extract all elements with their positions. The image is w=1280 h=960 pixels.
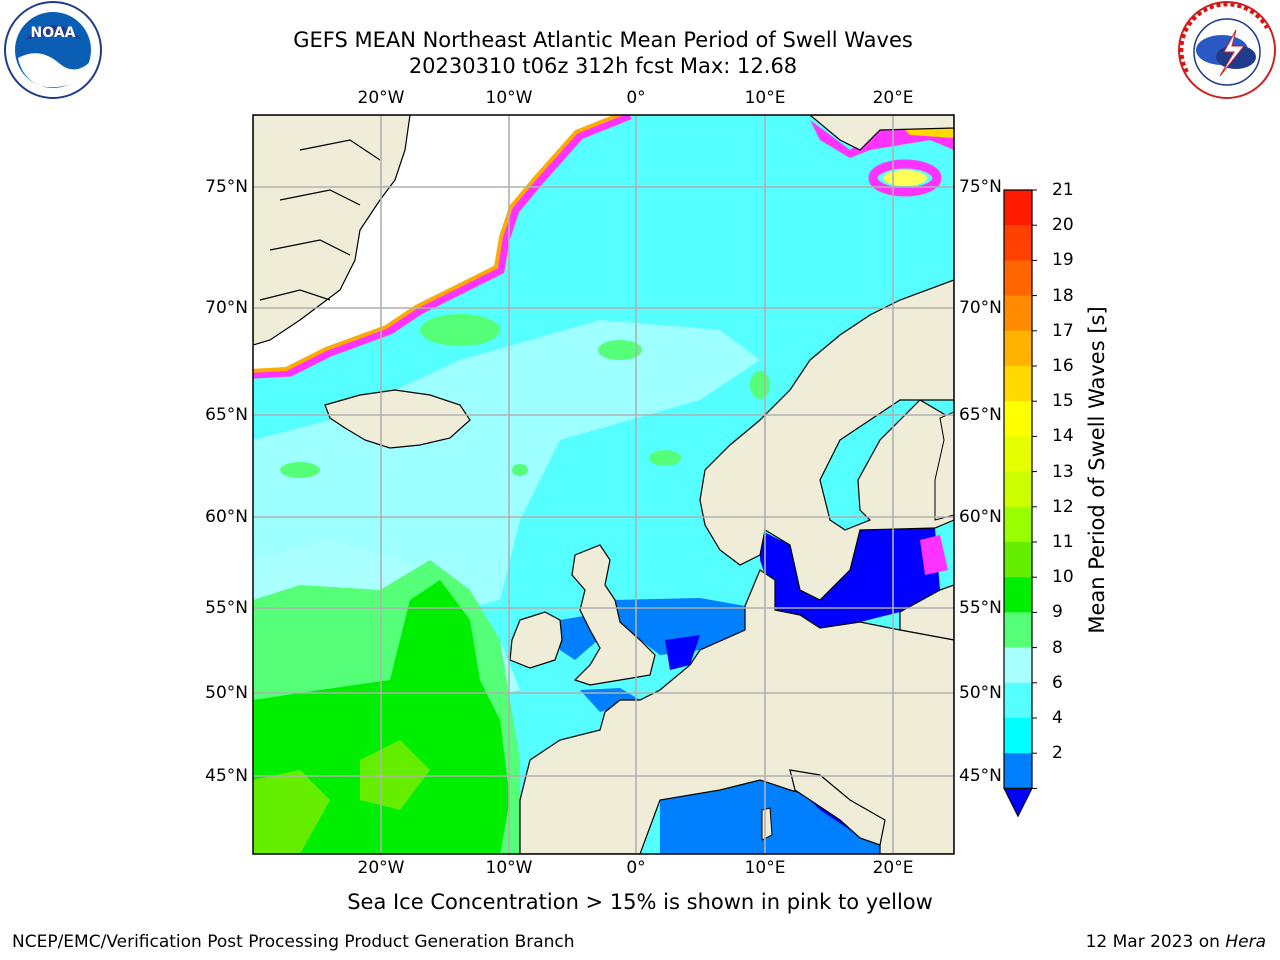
colorbar-tick-label: 20 bbox=[1052, 215, 1074, 236]
colorbar-tick-label: 8 bbox=[1052, 637, 1063, 658]
colorbar bbox=[1003, 189, 1037, 818]
colorbar-segment bbox=[1004, 295, 1032, 332]
lat-label-left-65n: 65°N bbox=[205, 405, 248, 425]
colorbar-segment bbox=[1004, 753, 1032, 789]
colorbar-tick-label: 17 bbox=[1052, 320, 1074, 341]
lon-label-bottom-20w: 20°W bbox=[357, 858, 405, 878]
colorbar-segment bbox=[1004, 647, 1032, 684]
lon-label-top-10w: 10°W bbox=[485, 88, 533, 108]
colorbar-tick-label: 16 bbox=[1052, 356, 1074, 376]
colorbar-segment bbox=[1004, 542, 1032, 578]
lon-label-top-0: 0° bbox=[626, 88, 646, 108]
lat-label-left-70n: 70°N bbox=[205, 298, 248, 318]
lat-label-right-70n: 70°N bbox=[959, 298, 1002, 318]
sea-ice-note: Sea Ice Concentration > 15% is shown in … bbox=[347, 890, 933, 914]
colorbar-segment bbox=[1004, 366, 1032, 402]
lat-label-right-65n: 65°N bbox=[959, 405, 1002, 425]
colorbar-tick-label: 13 bbox=[1052, 461, 1074, 482]
colorbar-tick-label: 21 bbox=[1052, 180, 1074, 200]
colorbar-tick-label: 15 bbox=[1052, 391, 1074, 412]
noaa-logo: NOAA bbox=[4, 1, 102, 99]
colorbar-tick-label: 4 bbox=[1052, 708, 1063, 728]
lat-label-left-50n: 50°N bbox=[205, 683, 248, 703]
colorbar-segment bbox=[1004, 401, 1032, 437]
colorbar-segment bbox=[1004, 577, 1032, 613]
footer-date-text: 12 Mar 2023 on bbox=[1085, 932, 1226, 952]
lon-label-top-20e: 20°E bbox=[872, 88, 914, 108]
map-area bbox=[253, 115, 954, 854]
lon-label-bottom-10e: 10°E bbox=[744, 858, 786, 878]
lat-label-right-55n: 55°N bbox=[959, 598, 1002, 618]
colorbar-tick-label: 9 bbox=[1052, 602, 1063, 623]
colorbar-tick-label: 6 bbox=[1052, 672, 1063, 693]
lat-label-left-45n: 45°N bbox=[205, 766, 248, 786]
lat-label-left-75n: 75°N bbox=[205, 177, 248, 197]
colorbar-tick-label: 19 bbox=[1052, 250, 1074, 271]
nws-logo bbox=[1178, 1, 1276, 99]
lat-label-left-55n: 55°N bbox=[205, 598, 248, 618]
colorbar-segment bbox=[1004, 260, 1032, 297]
colorbar-segment bbox=[1004, 436, 1032, 473]
colorbar-tick-label: 18 bbox=[1052, 285, 1074, 306]
colorbar-tick-label: 11 bbox=[1052, 532, 1074, 552]
footer-machine: Hera bbox=[1225, 932, 1266, 952]
colorbar-tick-label: 2 bbox=[1052, 743, 1063, 764]
chart-title: GEFS MEAN Northeast Atlantic Mean Period… bbox=[293, 28, 913, 52]
colorbar-tick-label: 14 bbox=[1052, 426, 1074, 447]
colorbar-extend-arrow bbox=[1003, 787, 1033, 818]
colorbar-tick-label: 12 bbox=[1052, 496, 1074, 517]
lon-label-bottom-0: 0° bbox=[626, 858, 646, 878]
lat-label-right-75n: 75°N bbox=[959, 177, 1002, 197]
map-frame bbox=[252, 114, 955, 855]
lat-label-right-60n: 60°N bbox=[959, 507, 1002, 527]
footer-credit: NCEP/EMC/Verification Post Processing Pr… bbox=[12, 932, 575, 952]
lon-label-top-10e: 10°E bbox=[744, 88, 786, 108]
lon-label-top-20w: 20°W bbox=[357, 88, 405, 108]
colorbar-segment bbox=[1004, 506, 1032, 543]
lon-label-bottom-10w: 10°W bbox=[485, 858, 533, 878]
colorbar-frame bbox=[1003, 189, 1033, 790]
colorbar-segment bbox=[1004, 718, 1032, 754]
lat-label-right-45n: 45°N bbox=[959, 766, 1002, 786]
lon-label-bottom-20e: 20°E bbox=[872, 858, 914, 878]
colorbar-segment bbox=[1004, 225, 1032, 261]
noaa-logo-text: NOAA bbox=[31, 25, 76, 41]
footer-date: 12 Mar 2023 on Hera bbox=[1086, 932, 1266, 952]
colorbar-label: Mean Period of Swell Waves [s] bbox=[1085, 306, 1109, 634]
colorbar-tick-label: 10 bbox=[1052, 567, 1074, 588]
lat-label-right-50n: 50°N bbox=[959, 683, 1002, 703]
colorbar-segment bbox=[1004, 612, 1032, 649]
colorbar-segment bbox=[1004, 330, 1032, 367]
chart-subtitle: 20230310 t06z 312h fcst Max: 12.68 bbox=[408, 54, 798, 78]
colorbar-segment bbox=[1004, 190, 1032, 226]
colorbar-segment bbox=[1004, 682, 1032, 719]
lat-label-left-60n: 60°N bbox=[205, 507, 248, 527]
colorbar-segment bbox=[1004, 471, 1032, 508]
